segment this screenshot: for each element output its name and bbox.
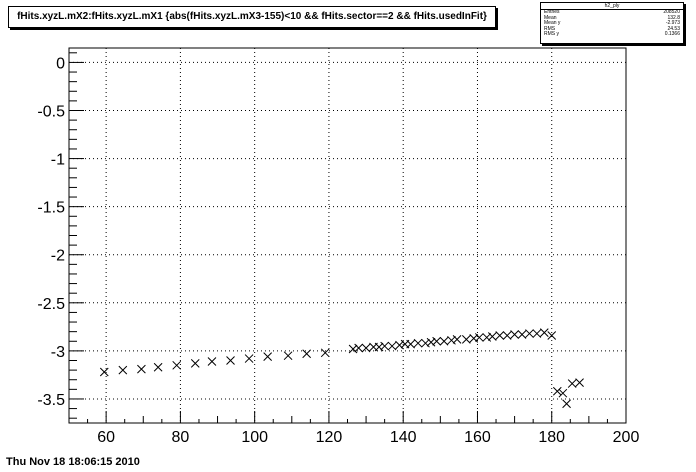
x-tick-label: 140 [390,429,417,446]
stats-value: -2.973 [665,20,680,27]
y-tick-label: -0.5 [37,104,65,121]
data-point [517,330,527,339]
stats-row-mean-y: Mean y -2.973 [541,21,683,27]
data-point [474,333,484,342]
data-point [302,349,312,359]
data-point [552,386,562,396]
data-point [439,336,449,346]
stats-label: Mean y [544,20,561,27]
stats-value: 208520 [663,9,680,15]
data-point [487,332,497,341]
data-point [387,341,397,351]
data-point [263,352,273,362]
data-point [406,339,415,349]
data-point [575,378,584,387]
plot-frame [68,47,627,424]
x-tick-label: 160 [464,429,491,446]
y-tick-label: -1.5 [37,200,65,217]
y-tick-label: -1 [51,152,65,169]
stats-row-rms-y: RMS y 0.1366 [541,32,683,38]
data-point [348,344,358,354]
plot-area [69,48,626,423]
stats-label: Entries [544,9,560,15]
stats-label: Mean [544,14,557,21]
stats-value: 0.1366 [664,31,680,38]
data-point [395,340,404,350]
data-point [525,329,534,338]
data-point [532,329,542,338]
y-tick-label: -3 [51,344,65,361]
data-point [421,338,430,348]
stats-row-entries: Entries 208520 [541,9,683,16]
data-point [469,334,479,343]
data-point [482,333,492,342]
data-point [461,334,471,344]
y-tick-label: 0 [56,55,65,72]
data-point [547,331,557,340]
data-point [380,341,389,351]
data-point [99,367,109,377]
data-point [413,338,423,348]
data-point [207,357,217,366]
x-tick-label: 200 [613,429,640,446]
data-point [354,343,363,353]
y-tick-label: -3.5 [37,392,65,409]
data-point [172,360,182,370]
y-tick-label: -2 [51,248,65,265]
data-point [432,336,441,346]
timestamp-footer: Thu Nov 18 18:06:15 2010 [6,456,140,468]
x-tick-label: 100 [241,429,268,446]
data-point [562,399,571,409]
x-tick-label: 80 [172,429,190,446]
data-point [244,354,254,363]
data-point [283,351,293,361]
data-point [495,331,505,340]
data-point [361,343,371,353]
data-point [137,364,146,374]
data-point [510,330,519,339]
data-point [502,331,512,340]
data-point [153,362,163,372]
stats-box: h2_ply Entries 208520 Mean 132.8 Mean y … [540,2,684,44]
x-tick-label: 60 [97,429,115,446]
stats-label: RMS y [544,31,559,38]
data-point [320,348,330,358]
stats-row-rms: RMS 24.53 [541,25,683,33]
data-point [452,334,462,344]
stats-label: RMS [544,25,556,32]
y-tick-label: -2.5 [37,296,65,313]
data-point [447,335,456,345]
data-point [539,328,549,337]
stats-value: 132.8 [667,14,680,21]
data-point [190,359,200,368]
data-point [558,388,568,398]
data-point [118,365,128,375]
data-point [226,356,235,365]
stats-value: 24.53 [667,25,680,32]
chart-title: fHits.xyzL.mX2:fHits.xyzL.mX1 {abs(fHits… [8,6,496,28]
stats-row-mean: Mean 132.8 [541,14,683,22]
data-point [567,379,577,388]
data-point [426,337,436,347]
stats-title: h2_ply [541,3,683,10]
x-tick-label: 120 [316,429,343,446]
x-tick-label: 180 [538,429,565,446]
data-point [374,342,384,352]
